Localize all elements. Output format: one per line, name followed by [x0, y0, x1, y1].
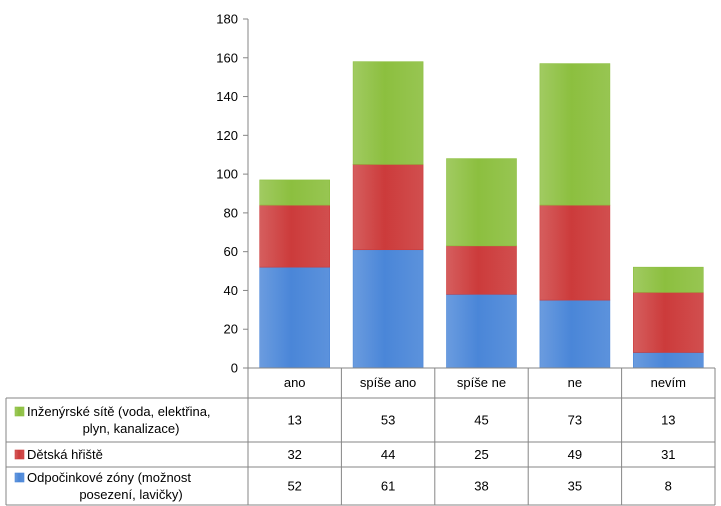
table-cell-value: 31: [661, 447, 675, 462]
bar-segment: [539, 299, 611, 369]
table-cell-value: 73: [568, 413, 582, 428]
y-tick-label: 120: [216, 128, 238, 143]
y-tick-label: 160: [216, 50, 238, 65]
table-cell-value: 13: [661, 413, 675, 428]
category-label: ano: [284, 375, 306, 390]
y-tick-label: 60: [224, 244, 238, 259]
table-cell-value: 49: [568, 447, 582, 462]
bar-segment: [446, 245, 517, 295]
y-tick-label: 80: [224, 205, 238, 220]
table-cell-value: 35: [568, 479, 582, 494]
y-tick-label: 0: [231, 361, 238, 376]
y-tick-label: 140: [216, 89, 238, 104]
category-label: spíše ano: [360, 375, 416, 390]
bar-segment: [259, 179, 331, 206]
data-table: ano spíše ano spíše ne ne nevím Inženýrské sí…: [5, 367, 716, 506]
legend-label: Odpočinkové zóny (možnost: [27, 470, 191, 485]
table-cell-value: 25: [474, 447, 488, 462]
bar-segment: [259, 266, 331, 369]
table-cell-value: 13: [287, 413, 301, 428]
bar-segment: [352, 61, 424, 165]
bar-segment: [352, 164, 424, 251]
legend-key: [14, 406, 25, 417]
y-tick-label: 100: [216, 167, 238, 182]
bar-segment: [632, 352, 704, 369]
y-tick-label: 180: [216, 12, 238, 27]
bar-segment: [446, 158, 517, 247]
table-cell-value: 44: [381, 447, 395, 462]
table-cell-value: 8: [665, 479, 672, 494]
bar-segment: [259, 204, 331, 268]
bars-layer: [259, 61, 704, 369]
category-label: spíše ne: [457, 375, 506, 390]
legend-label: Inženýrské sítě (voda, elektřina,: [27, 404, 211, 419]
table-cell-value: 52: [287, 479, 301, 494]
legend-label: plyn, kanalizace): [83, 421, 180, 436]
bar-segment: [632, 266, 704, 293]
y-tick-label: 40: [224, 283, 238, 298]
bar-segment: [539, 204, 611, 301]
legend-key: [14, 472, 25, 483]
bar-segment: [632, 292, 704, 353]
bar-segment: [539, 63, 611, 206]
legend-label: posezení, lavičky): [79, 487, 182, 502]
table-cell-value: 38: [474, 479, 488, 494]
table-cell-value: 45: [474, 413, 488, 428]
bar-segment: [352, 249, 424, 369]
bar-segment: [446, 294, 517, 369]
table-cell-value: 61: [381, 479, 395, 494]
table-cell-value: 32: [287, 447, 301, 462]
table-cell-value: 53: [381, 413, 395, 428]
axis-layer: 0 20 40 60 80 100 120 140 160 180: [216, 12, 249, 376]
category-label: nevím: [651, 375, 686, 390]
legend-label: Dětská hřiště: [27, 447, 103, 462]
y-tick-label: 20: [224, 322, 238, 337]
legend-key: [14, 449, 25, 460]
category-label: ne: [568, 375, 582, 390]
